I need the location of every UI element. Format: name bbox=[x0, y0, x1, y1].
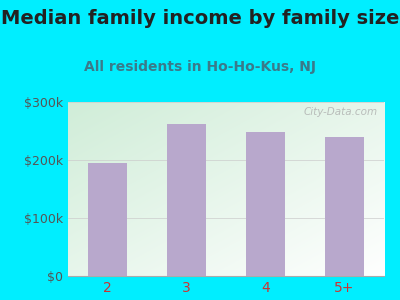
Text: City-Data.com: City-Data.com bbox=[304, 107, 378, 117]
Bar bbox=[246, 132, 285, 276]
Text: All residents in Ho-Ho-Kus, NJ: All residents in Ho-Ho-Kus, NJ bbox=[84, 60, 316, 74]
Bar bbox=[88, 163, 127, 276]
Bar bbox=[325, 137, 364, 276]
Text: Median family income by family size: Median family income by family size bbox=[1, 9, 399, 28]
Bar bbox=[167, 124, 206, 276]
